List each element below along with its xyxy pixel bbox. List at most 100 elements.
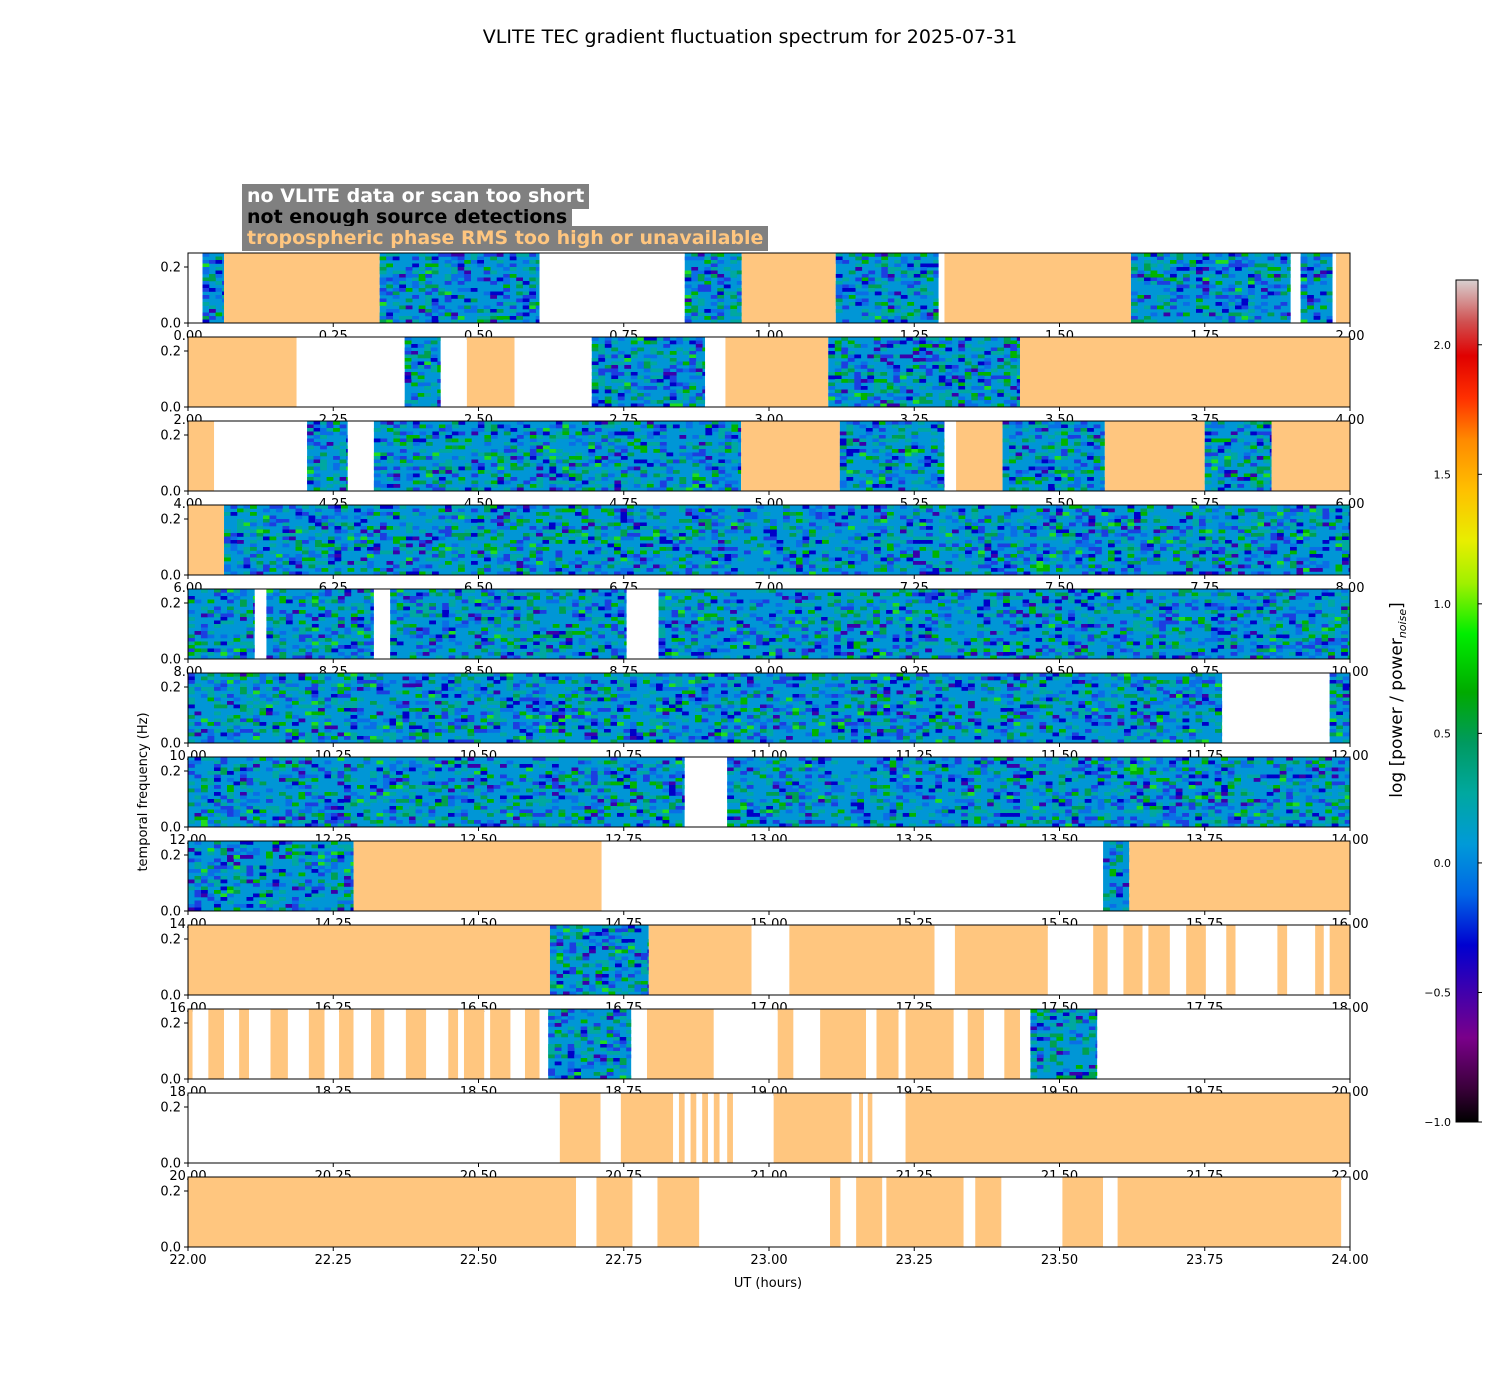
spectrum-cell xyxy=(867,550,875,555)
spectrum-cell xyxy=(572,599,579,604)
spectrum-cell xyxy=(964,337,972,341)
spectrum-cell xyxy=(1176,281,1184,285)
spectrum-cell xyxy=(1074,477,1081,481)
spectrum-cell xyxy=(925,337,933,341)
spectrum-cell xyxy=(390,652,397,656)
spectrum-cell xyxy=(315,561,322,565)
spectrum-cell xyxy=(705,550,712,555)
spectrum-cell xyxy=(581,431,589,436)
spectrum-cell xyxy=(529,445,537,450)
spectrum-cell xyxy=(1150,305,1158,310)
spectrum-cell xyxy=(971,505,979,509)
spectrum-cell xyxy=(425,442,433,446)
spectrum-cell xyxy=(289,561,296,565)
spectrum-cell xyxy=(222,288,225,292)
spectrum-cell xyxy=(328,540,335,544)
spectrum-cell xyxy=(1283,508,1291,513)
spectrum-cell xyxy=(536,533,543,537)
spectrum-cell xyxy=(997,379,1005,383)
spectrum-cell xyxy=(971,372,979,376)
spectrum-cell xyxy=(711,477,719,481)
spectrum-cell xyxy=(991,568,998,572)
spectrum-cell xyxy=(646,480,654,485)
spectrum-cell xyxy=(1196,277,1203,282)
spectrum-cell xyxy=(494,627,501,632)
spectrum-cell xyxy=(393,424,401,429)
spectrum-cell xyxy=(1010,554,1018,558)
spectrum-cell xyxy=(214,606,221,611)
spectrum-cell xyxy=(656,375,664,380)
spectrum-cell xyxy=(1322,547,1330,551)
spectrum-cell xyxy=(705,522,712,527)
spectrum-cell xyxy=(266,631,274,635)
spectrum-cell xyxy=(724,557,732,562)
spectrum-cell xyxy=(243,571,251,576)
spectrum-cell xyxy=(731,522,738,527)
spectrum-cell xyxy=(279,631,287,635)
spectrum-cell xyxy=(1342,561,1349,565)
spectrum-cell xyxy=(1290,508,1297,513)
spectrum-cell xyxy=(1004,571,1011,576)
spectrum-cell xyxy=(1127,564,1135,569)
spectrum-cell xyxy=(425,543,433,548)
spectrum-cell xyxy=(971,526,979,530)
spectrum-cell xyxy=(373,463,381,467)
spectrum-cell xyxy=(263,564,270,569)
spectrum-cell xyxy=(555,435,563,439)
spectrum-cell xyxy=(1088,543,1096,548)
spectrum-cell xyxy=(424,361,431,366)
spectrum-cell xyxy=(1069,529,1076,534)
spectrum-cell xyxy=(676,389,684,394)
spectrum-cell xyxy=(1069,533,1076,537)
spectrum-cell xyxy=(246,624,254,628)
spectrum-cell xyxy=(581,456,589,460)
spectrum-cell xyxy=(464,438,472,443)
spectrum-cell xyxy=(481,648,488,653)
spectrum-cell xyxy=(971,368,979,373)
spectrum-cell xyxy=(1010,340,1018,345)
spectrum-cell xyxy=(698,550,706,555)
spectrum-cell xyxy=(412,568,420,572)
spectrum-cell xyxy=(344,627,352,632)
spectrum-cell xyxy=(1238,529,1245,534)
spectrum-cell xyxy=(487,610,495,614)
spectrum-cell xyxy=(406,442,414,446)
spectrum-cell xyxy=(263,547,270,551)
spectrum-cell xyxy=(737,463,742,467)
spectrum-cell xyxy=(659,452,667,457)
spectrum-cell xyxy=(1087,470,1094,474)
spectrum-cell xyxy=(390,610,397,614)
spectrum-cell xyxy=(357,610,365,614)
spectrum-cell xyxy=(455,641,462,646)
spectrum-cell xyxy=(1127,522,1135,527)
spectrum-cell xyxy=(458,438,466,443)
spectrum-cell xyxy=(932,536,940,541)
spectrum-cell xyxy=(848,512,855,516)
spectrum-cell xyxy=(1166,526,1174,530)
spectrum-cell xyxy=(1041,466,1049,471)
spectrum-cell xyxy=(809,550,816,555)
spectrum-cell xyxy=(1036,571,1044,576)
spectrum-cell xyxy=(1153,526,1161,530)
spectrum-cell xyxy=(945,540,953,544)
spectrum-cell xyxy=(220,596,228,600)
spectrum-cell xyxy=(1043,536,1050,541)
spectrum-cell xyxy=(1022,470,1029,474)
spectrum-cell xyxy=(835,309,843,313)
spectrum-cell xyxy=(1212,561,1219,565)
spectrum-cell xyxy=(220,641,228,646)
spectrum-cell xyxy=(578,638,586,642)
spectrum-cell xyxy=(503,277,510,282)
spectrum-cell xyxy=(328,543,335,548)
spectrum-cell xyxy=(1121,533,1128,537)
spectrum-cell xyxy=(1170,277,1177,282)
spectrum-cell xyxy=(990,351,998,355)
spectrum-cell xyxy=(455,589,462,593)
spectrum-cell xyxy=(620,431,628,436)
spectrum-cell xyxy=(565,606,573,611)
spectrum-cell xyxy=(1030,512,1037,516)
spectrum-cell xyxy=(233,648,241,653)
spectrum-cell xyxy=(337,589,345,593)
spectrum-cell xyxy=(1061,480,1068,485)
spectrum-cell xyxy=(279,655,287,660)
